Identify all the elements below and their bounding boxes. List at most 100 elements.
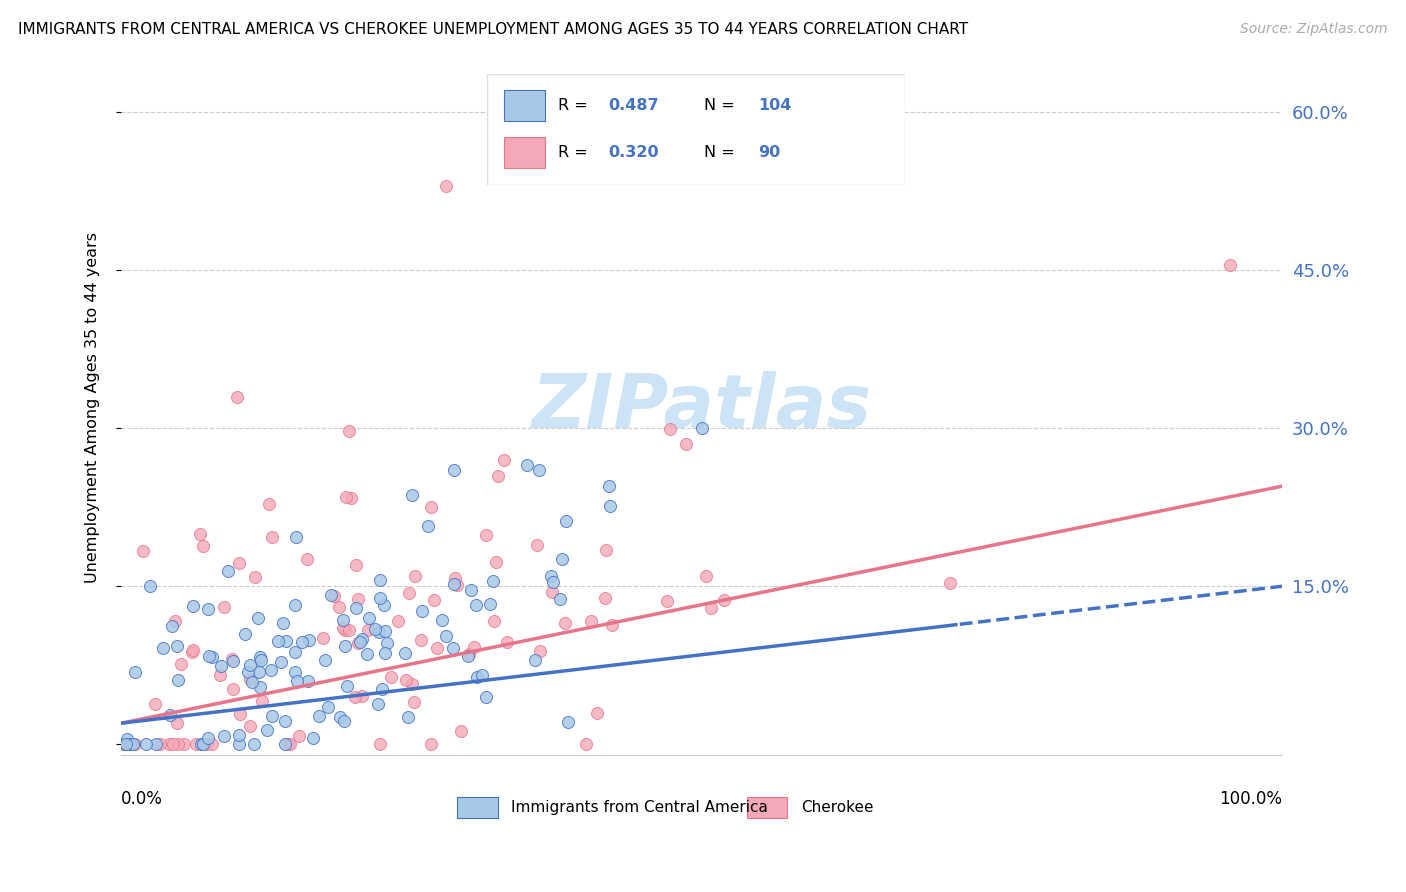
Point bbox=[419, 737, 441, 751]
Point bbox=[675, 437, 697, 451]
Point bbox=[267, 633, 290, 648]
Point bbox=[344, 690, 367, 704]
Point bbox=[166, 715, 188, 730]
Point bbox=[368, 591, 391, 605]
Text: Source: ZipAtlas.com: Source: ZipAtlas.com bbox=[1240, 22, 1388, 37]
Point bbox=[465, 598, 488, 612]
Point bbox=[239, 657, 262, 672]
Y-axis label: Unemployment Among Ages 35 to 44 years: Unemployment Among Ages 35 to 44 years bbox=[86, 232, 100, 582]
Point bbox=[226, 390, 249, 404]
Point bbox=[713, 593, 735, 607]
Point bbox=[1219, 258, 1241, 272]
Point bbox=[516, 458, 538, 472]
Point bbox=[201, 650, 224, 665]
Point bbox=[138, 579, 160, 593]
Point bbox=[197, 602, 219, 616]
Point bbox=[554, 615, 576, 630]
Point bbox=[297, 552, 319, 566]
Point bbox=[337, 425, 360, 439]
Point bbox=[152, 640, 174, 655]
Point bbox=[460, 582, 482, 597]
Point bbox=[599, 499, 621, 513]
Point bbox=[166, 640, 188, 654]
Point bbox=[115, 731, 138, 746]
Point bbox=[114, 737, 136, 751]
Point bbox=[416, 518, 439, 533]
Point bbox=[387, 614, 409, 628]
Point bbox=[350, 632, 373, 647]
Point bbox=[333, 714, 356, 728]
Point bbox=[526, 538, 548, 552]
Point bbox=[159, 707, 181, 722]
Point bbox=[478, 597, 501, 611]
Point bbox=[132, 544, 155, 558]
Point bbox=[124, 737, 146, 751]
Point bbox=[285, 530, 308, 544]
Point bbox=[475, 528, 498, 542]
Point bbox=[240, 674, 263, 689]
Point bbox=[249, 680, 271, 694]
Point bbox=[335, 490, 357, 504]
Point bbox=[557, 715, 579, 730]
Point bbox=[529, 643, 551, 657]
Point bbox=[409, 633, 432, 648]
Point bbox=[423, 592, 446, 607]
Point bbox=[260, 708, 283, 723]
Point bbox=[443, 577, 465, 591]
Point bbox=[443, 463, 465, 477]
Point bbox=[364, 622, 387, 636]
Point bbox=[446, 578, 468, 592]
Point bbox=[457, 647, 479, 661]
Text: ZIPatlas: ZIPatlas bbox=[531, 371, 872, 443]
Point bbox=[247, 665, 270, 679]
Point bbox=[349, 635, 371, 649]
Point bbox=[494, 453, 516, 467]
Point bbox=[195, 737, 218, 751]
Point bbox=[236, 665, 259, 680]
Point bbox=[368, 624, 391, 639]
Point bbox=[657, 594, 679, 608]
Point bbox=[374, 646, 396, 660]
Point bbox=[191, 539, 214, 553]
Point bbox=[301, 731, 323, 745]
Point bbox=[344, 558, 367, 573]
Point bbox=[249, 653, 271, 667]
Point bbox=[228, 728, 250, 742]
Point bbox=[457, 649, 479, 664]
Point bbox=[173, 737, 195, 751]
Point bbox=[228, 557, 250, 571]
Point bbox=[159, 737, 181, 751]
Point bbox=[373, 599, 395, 613]
Point bbox=[340, 491, 363, 506]
Point bbox=[222, 681, 245, 696]
Point bbox=[118, 737, 141, 751]
Point bbox=[700, 600, 723, 615]
Point bbox=[239, 672, 262, 686]
Point bbox=[273, 616, 295, 631]
Point bbox=[371, 682, 394, 697]
Point bbox=[380, 670, 402, 684]
Point bbox=[181, 599, 204, 614]
Point bbox=[167, 673, 190, 687]
Point bbox=[212, 599, 235, 614]
Point bbox=[356, 647, 378, 661]
Point bbox=[149, 737, 172, 751]
Point bbox=[368, 573, 391, 587]
Point bbox=[523, 653, 546, 667]
Point bbox=[314, 653, 336, 667]
Point bbox=[690, 421, 713, 435]
Point bbox=[229, 707, 252, 722]
Point bbox=[170, 657, 193, 672]
Point bbox=[190, 737, 212, 751]
Point bbox=[298, 633, 321, 648]
Point bbox=[233, 627, 256, 641]
Point bbox=[398, 585, 420, 599]
Point bbox=[586, 706, 609, 721]
Point bbox=[319, 588, 342, 602]
Point bbox=[411, 604, 433, 618]
Point bbox=[162, 737, 184, 751]
Point bbox=[198, 648, 221, 663]
Point bbox=[260, 530, 283, 544]
Point bbox=[346, 635, 368, 649]
Point bbox=[485, 555, 508, 569]
